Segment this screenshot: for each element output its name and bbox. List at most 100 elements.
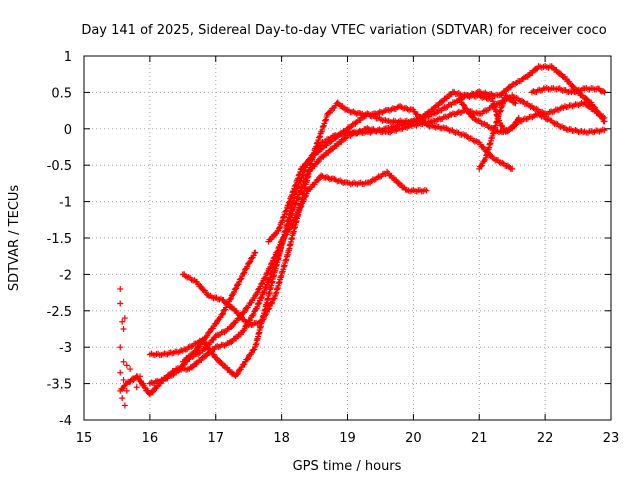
y-tick-label: 0	[64, 123, 72, 138]
data-point	[149, 389, 156, 396]
data-point	[228, 324, 235, 331]
x-tick-label: 19	[339, 431, 356, 446]
data-point	[219, 311, 226, 318]
data-point	[123, 362, 130, 369]
data-point	[242, 266, 249, 273]
data-point	[506, 84, 513, 91]
data-point	[600, 88, 607, 95]
data-point	[425, 109, 432, 116]
x-tick-label: 15	[76, 431, 93, 446]
y-tick-label: -3	[59, 341, 72, 356]
data-point	[591, 103, 598, 110]
y-tick-label: -1.5	[47, 232, 72, 247]
data-point	[275, 245, 282, 252]
data-point	[250, 311, 257, 318]
data-point	[236, 312, 243, 319]
data-point	[533, 66, 540, 73]
data-point	[392, 176, 399, 183]
data-point	[510, 123, 517, 130]
data-point	[261, 315, 268, 322]
data-point	[119, 385, 126, 392]
data-point	[133, 384, 140, 391]
data-point	[119, 318, 126, 325]
y-tick-label: -2.5	[47, 305, 72, 320]
data-point	[214, 317, 221, 324]
data-point	[271, 254, 278, 261]
data-point	[461, 102, 468, 109]
data-point	[175, 367, 182, 374]
data-point	[123, 387, 130, 394]
data-point	[130, 376, 137, 383]
data-point	[314, 177, 321, 184]
data-point	[327, 138, 334, 145]
data-point	[361, 113, 368, 120]
data-point	[347, 124, 354, 131]
data-point	[601, 118, 608, 125]
data-point	[268, 300, 275, 307]
data-point	[201, 353, 208, 360]
data-point	[269, 299, 276, 306]
data-point	[334, 99, 341, 106]
data-point	[246, 317, 253, 324]
data-point	[254, 303, 261, 310]
data-point	[229, 291, 236, 298]
data-point	[117, 369, 124, 376]
data-point	[197, 283, 204, 290]
data-point	[120, 326, 127, 332]
data-point	[117, 300, 124, 307]
data-point	[121, 315, 128, 322]
data-point	[260, 316, 267, 323]
y-tick-label: -2	[59, 268, 72, 283]
data-point	[188, 364, 195, 371]
x-tick-label: 18	[273, 431, 290, 446]
data-point	[140, 380, 147, 387]
data-point	[262, 274, 269, 281]
data-point	[264, 269, 271, 276]
data-point	[120, 376, 127, 383]
data-point	[286, 226, 293, 233]
data-point	[274, 247, 281, 254]
data-point	[188, 351, 195, 358]
data-point	[220, 307, 227, 314]
series-track-h	[528, 84, 608, 96]
data-point	[262, 285, 269, 292]
data-point	[121, 402, 128, 409]
y-axis-label: SDTVAR / TECUs	[7, 185, 22, 292]
data-point	[254, 289, 261, 296]
data-point	[509, 165, 516, 172]
data-point	[328, 146, 335, 153]
data-point	[530, 88, 537, 95]
data-point	[479, 143, 486, 150]
data-point	[601, 127, 608, 134]
data-point	[267, 236, 274, 243]
data-point	[201, 345, 208, 352]
data-point	[557, 70, 564, 77]
data-point	[582, 101, 589, 108]
data-point	[258, 280, 265, 287]
data-point	[119, 395, 126, 402]
data-point	[511, 122, 518, 129]
data-point	[507, 96, 514, 103]
series-track-i	[456, 96, 522, 136]
data-point	[272, 254, 279, 261]
y-tick-label: 0.5	[51, 86, 72, 101]
data-point	[217, 358, 224, 365]
x-tick-label: 16	[142, 431, 159, 446]
y-tick-label: -3.5	[47, 378, 72, 393]
data-point	[117, 285, 124, 292]
data-point	[202, 334, 209, 341]
data-point	[268, 261, 275, 268]
data-point	[127, 366, 134, 373]
data-point	[300, 163, 307, 170]
data-point	[261, 275, 268, 282]
y-tick-label: -4	[59, 414, 72, 429]
y-tick-label: 1	[64, 50, 72, 65]
data-point	[240, 309, 247, 316]
data-point	[341, 128, 348, 135]
data-point	[478, 162, 485, 169]
x-tick-label: 23	[603, 431, 620, 446]
data-point	[235, 370, 242, 377]
data-point	[242, 265, 249, 272]
y-tick-label: -0.5	[47, 159, 72, 174]
